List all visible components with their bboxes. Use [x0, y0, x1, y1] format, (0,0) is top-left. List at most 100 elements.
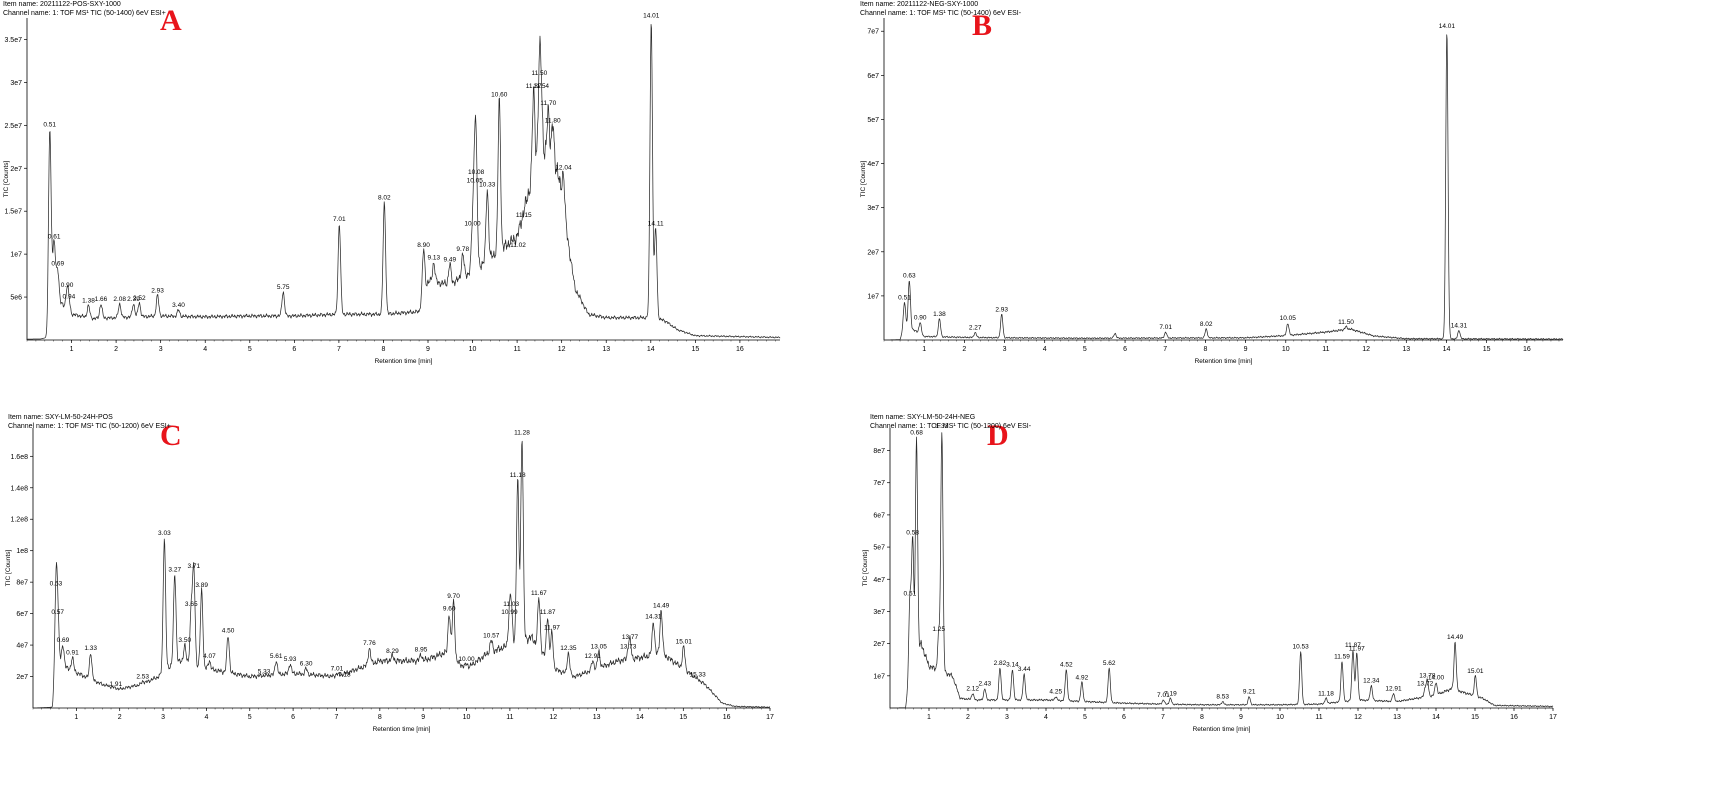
x-tick-label: 7: [335, 714, 339, 721]
peak-label: 8.02: [1200, 321, 1213, 328]
peak-label: 0.63: [903, 272, 916, 279]
y-tick-label: 6e7: [873, 512, 885, 519]
chart-panel-d: Item name: SXY-LM-50-24H-NEG Channel nam…: [857, 410, 1713, 803]
peak-label: 11.97: [544, 624, 560, 631]
peak-label: 0.94: [63, 293, 76, 300]
y-tick-label: 5e7: [867, 117, 879, 124]
x-tick-label: 16: [723, 714, 731, 721]
y-tick-label: 5e6: [10, 295, 22, 302]
x-tick-label: 15: [691, 346, 699, 353]
peak-label: 8.53: [1216, 694, 1229, 701]
peak-label: 0.53: [50, 580, 63, 587]
y-tick-label: 3.5e7: [4, 37, 22, 44]
x-tick-label: 6: [1122, 714, 1126, 721]
x-tick-label: 5: [248, 714, 252, 721]
item-name: Item name: 20211122-POS-SXY-1000: [3, 1, 121, 8]
peak-label: 8.29: [386, 648, 399, 655]
y-tick-label: 1.2e8: [10, 517, 28, 524]
peak-label: 0.58: [906, 529, 919, 536]
x-axis-title: Retention time [min]: [1195, 358, 1253, 365]
x-tick-label: 11: [513, 346, 520, 353]
y-tick-label: 7e7: [867, 29, 879, 36]
y-tick-label: 2e7: [867, 249, 879, 256]
peak-label: 11.54: [533, 83, 549, 90]
peak-label: 0.69: [51, 261, 64, 268]
chart-panel-a: Item name: 20211122-POS-SXY-1000 Channel…: [0, 0, 856, 380]
peak-label: 2.52: [133, 295, 146, 302]
peak-label: 5.33: [258, 669, 271, 676]
peak-label: 12.91: [585, 653, 602, 660]
peak-label: 7.01: [1159, 324, 1172, 331]
x-tick-label: 8: [1200, 714, 1204, 721]
peak-label: 7.76: [363, 640, 376, 647]
chromatogram-a: A1 2 3 4 5 6 7 8 9 10 11 12 13 14 15 165e61e71.5e72e72.…: [3, 4, 781, 365]
peak-label: 13.72: [1417, 681, 1434, 688]
x-axis-title: Retention time [min]: [375, 358, 433, 365]
peak-label: 2.08: [113, 296, 126, 303]
peak-label: 2.27: [969, 325, 982, 332]
y-tick-label: 1e7: [867, 293, 879, 300]
peak-label: 2.43: [978, 681, 991, 688]
y-tick-label: 4e7: [16, 643, 28, 650]
y-tick-label: 2.5e7: [4, 123, 22, 130]
peak-label: 14.31: [645, 613, 662, 620]
y-tick-label: 3e7: [867, 205, 879, 212]
y-axis-title: TIC [Counts]: [5, 550, 12, 587]
peak-label: 11.37: [526, 83, 542, 90]
x-tick-label: 12: [558, 346, 566, 353]
peak-label: 11.50: [531, 70, 547, 77]
peak-label: 11.87: [540, 609, 556, 616]
peak-label: 14.01: [643, 13, 660, 20]
peak-label: 12.91: [1385, 686, 1402, 693]
chromatogram-d: D1 2 3 4 5 6 7 8 9 10 11 12 13 14 15 16 171e72e73e74e75e…: [862, 419, 1557, 733]
peak-label: 0.90: [61, 282, 74, 289]
x-tick-label: 1: [74, 714, 78, 721]
peak-label: 11.03: [503, 601, 519, 608]
x-tick-label: 5: [1083, 714, 1087, 721]
peak-label: 4.07: [203, 653, 216, 660]
x-tick-label: 2: [114, 346, 118, 353]
peak-label: 11.02: [510, 242, 526, 249]
peak-label: 2.93: [151, 287, 164, 294]
peak-label: 7.19: [1164, 690, 1177, 697]
y-tick-label: 1.6e8: [10, 454, 28, 461]
x-tick-label: 3: [1005, 714, 1009, 721]
peak-label: 0.91: [66, 650, 79, 657]
peak-label: 2.93: [995, 306, 1008, 313]
y-axis-title: TIC [Counts]: [862, 550, 869, 587]
peak-label: 9.21: [1243, 689, 1256, 696]
y-tick-label: 5e7: [873, 545, 885, 552]
peak-label: 8.95: [415, 647, 428, 654]
chromatogram-c: C1 2 3 4 5 6 7 8 9 10 11 12 13 14 15 16 172e74e76e78e71e…: [5, 419, 774, 733]
x-tick-label: 1: [927, 714, 931, 721]
peak-label: 14.49: [653, 602, 670, 609]
x-tick-label: 10: [469, 346, 477, 353]
x-tick-label: 13: [602, 346, 610, 353]
peak-label: 7.01: [1157, 692, 1170, 699]
y-tick-label: 1e7: [10, 252, 22, 259]
peak-label: 0.69: [57, 637, 70, 644]
peak-label: 5.61: [270, 653, 283, 660]
peak-label: 0.51: [43, 122, 56, 129]
peak-label: 9.13: [427, 255, 440, 262]
peak-label: 14.31: [1451, 322, 1468, 329]
panel-letter: D: [987, 419, 1009, 452]
x-tick-label: 13: [1402, 346, 1410, 353]
peak-label: 1.38: [933, 311, 946, 318]
peak-label: 2.82: [994, 660, 1007, 667]
tic-trace: [32, 440, 771, 709]
peak-label: 4.52: [1060, 661, 1073, 668]
peak-label: 0.51: [904, 591, 917, 598]
x-tick-label: 8: [381, 346, 385, 353]
peak-label: 15.01: [1467, 668, 1484, 675]
peak-label: 3.71: [188, 563, 201, 570]
peak-label: 10.57: [483, 632, 500, 639]
y-tick-label: 3e7: [873, 609, 885, 616]
peak-label: 9.70: [447, 593, 460, 600]
tic-trace: [889, 432, 1554, 709]
peak-label: 10.05: [1280, 315, 1297, 322]
peak-label: 13.05: [591, 643, 608, 650]
x-tick-label: 4: [1043, 346, 1047, 353]
peak-label: 10.99: [501, 609, 518, 616]
y-tick-label: 1e8: [16, 548, 28, 555]
